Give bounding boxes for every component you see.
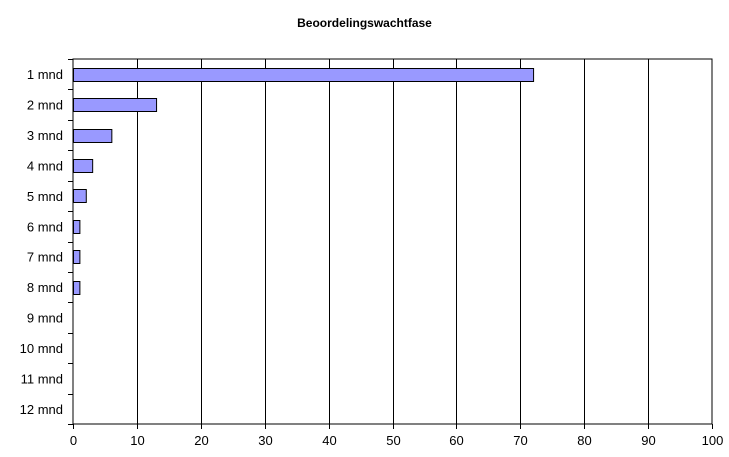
bar-6-mnd [73,220,81,234]
y-tick-label-7: 8 mnd [27,280,63,295]
y-tick-label-9: 10 mnd [20,341,63,356]
y-tick-label-10: 11 mnd [21,371,63,386]
plot-area [72,58,713,425]
y-tick-label-1: 2 mnd [27,98,63,113]
x-tick-label-10: 10 [130,433,144,448]
bar-5-mnd [73,189,87,203]
y-tick-label-2: 3 mnd [27,128,63,143]
x-tick-label-40: 40 [322,433,336,448]
y-tick-label-3: 4 mnd [27,158,63,173]
y-tick-label-11: 12 mnd [20,402,63,417]
x-tick-label-20: 20 [194,433,208,448]
bar-1-mnd [73,68,535,82]
x-tick-label-80: 80 [577,433,591,448]
y-tick-label-5: 6 mnd [27,219,63,234]
y-tick-label-0: 1 mnd [27,67,63,82]
bar-3-mnd [73,129,113,143]
bar-4-mnd [73,159,94,173]
bar-7-mnd [73,250,81,264]
x-tick-label-0: 0 [70,433,77,448]
bar-2-mnd [73,98,158,112]
y-tick-label-6: 7 mnd [27,250,63,265]
x-tick-label-70: 70 [513,433,527,448]
chart-title: Beoordelingswachtfase [297,16,432,30]
x-tick-label-30: 30 [258,433,272,448]
x-tick-label-50: 50 [386,433,400,448]
bar-8-mnd [73,281,81,295]
y-tick-label-4: 5 mnd [27,189,63,204]
x-tick-label-90: 90 [641,433,655,448]
x-tick-label-100: 100 [702,433,724,448]
x-tick-label-60: 60 [449,433,463,448]
y-tick-label-8: 9 mnd [27,311,63,326]
